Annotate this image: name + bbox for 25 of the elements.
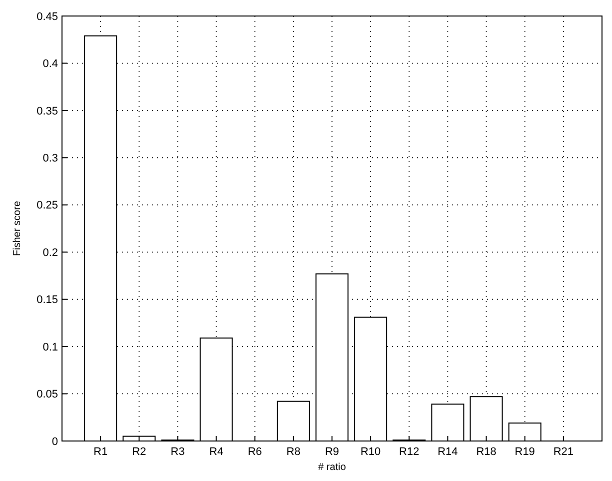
y-tick-label: 0.25 [36, 200, 58, 212]
x-tick-label: R10 [360, 446, 381, 458]
y-tick-label: 0.05 [36, 388, 58, 401]
x-tick-label: R14 [438, 446, 458, 458]
x-axis-title: # ratio [318, 462, 346, 473]
y-axis-title: Fisher score [12, 200, 23, 256]
x-tick-label: R4 [209, 446, 224, 458]
x-tick-label: R1 [94, 446, 108, 458]
y-tick-label: 0.35 [36, 105, 58, 118]
x-tick-label: R19 [514, 446, 535, 458]
x-tick-label: R8 [286, 446, 300, 458]
y-tick-label: 0.4 [42, 58, 58, 70]
y-tick-label: 0.1 [42, 341, 58, 354]
y-tick-label: 0.15 [36, 294, 58, 306]
x-tick-label: R21 [553, 446, 574, 458]
x-tick-label: R12 [399, 446, 420, 458]
x-tick-label: R3 [170, 446, 185, 458]
x-tick-label: R18 [476, 446, 496, 458]
x-tick-label: R6 [248, 446, 262, 458]
x-tick-label: R2 [132, 446, 146, 458]
y-tick-label: 0.3 [42, 152, 58, 165]
x-tick-label: R9 [324, 446, 340, 458]
y-tick-label: 0 [52, 436, 58, 448]
y-tick-label: 0.2 [42, 246, 58, 259]
y-tick-label: 0.45 [36, 10, 58, 23]
